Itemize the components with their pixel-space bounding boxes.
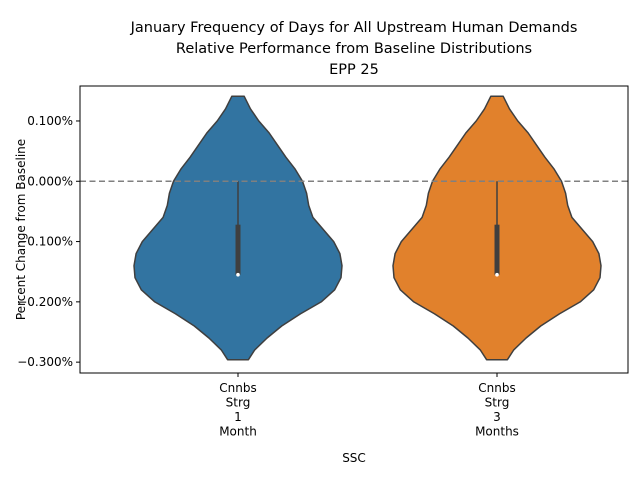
y-axis-label: Percent Change from Baseline <box>14 139 28 320</box>
x-tick-label: Month <box>219 425 257 439</box>
y-tick-label: −0.200% <box>17 295 73 309</box>
y-axis: 0.100% 0.000% −0.100% −0.200% −0.300% Percent… <box>14 114 80 369</box>
x-tick-label: 1 <box>234 410 242 424</box>
chart-title-line: EPP 25 <box>329 62 379 78</box>
plot-frame <box>79 85 629 374</box>
violin-median-point <box>495 272 499 277</box>
y-tick-label: 0.100% <box>27 114 73 128</box>
chart-title-line: January Frequency of Days for All Upstre… <box>130 20 578 36</box>
x-tick-label: Strg <box>226 396 251 410</box>
y-tick-label: −0.300% <box>17 355 73 369</box>
plot-area <box>79 85 629 374</box>
x-tick-label: 3 <box>493 410 501 424</box>
chart-title-line: Relative Performance from Baseline Distr… <box>176 41 532 57</box>
x-tick-label: Cnnbs <box>219 381 256 395</box>
x-tick-label: Strg <box>485 396 510 410</box>
x-tick-label: Months <box>475 425 519 439</box>
x-axis-label: SSC <box>342 451 366 465</box>
violin-iqr-box <box>235 224 241 275</box>
violin-median-point <box>236 272 240 277</box>
x-tick-label: Cnnbs <box>478 381 515 395</box>
y-tick-label: −0.100% <box>17 235 73 249</box>
y-tick-label: 0.000% <box>27 174 73 188</box>
violin-iqr-box <box>494 224 500 275</box>
chart-title: January Frequency of Days for All Upstre… <box>130 20 578 78</box>
